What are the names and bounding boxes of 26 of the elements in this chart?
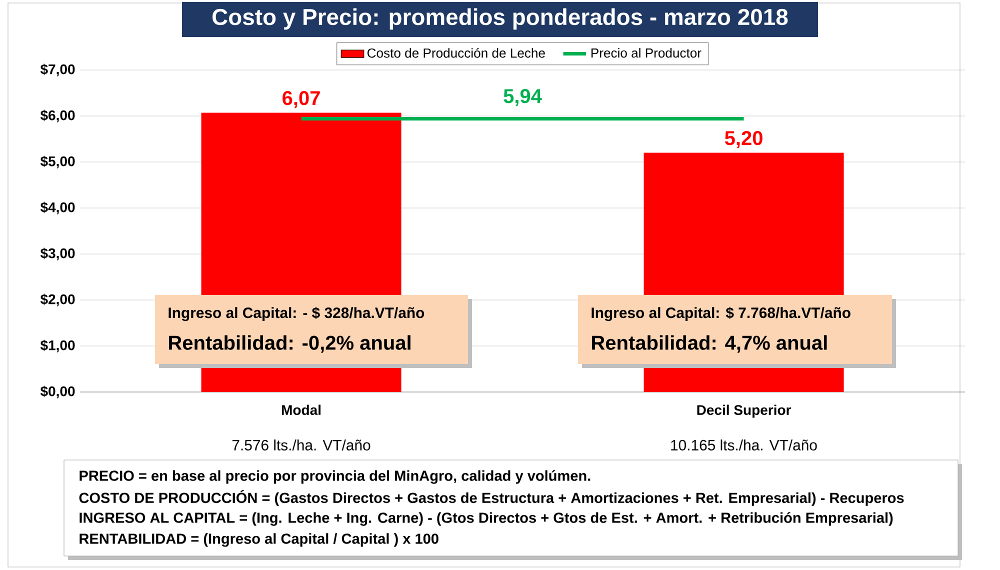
- text: RENTABILIDAD = (Ingreso al Capital / Capital ) x 100: [80, 533, 438, 547]
- y-tick-label: $4,00: [40, 202, 75, 214]
- legend-label: Costo de Producción de Leche: [368, 48, 545, 58]
- text: INGRESO AL CAPITAL = (Ing. Leche + Ing. Carne) - (Gtos Directos + Gtos de Est. + Amort. + Retribución Empresarial): [80, 512, 893, 526]
- y-tick-label: $3,00: [40, 248, 75, 260]
- data-label: 6,07: [282, 91, 320, 108]
- y-tick-label: $0,00: [40, 386, 75, 398]
- y-tick-label: $6,00: [40, 110, 75, 122]
- y-tick-label: $5,00: [40, 156, 75, 168]
- y-tick-label: $2,00: [40, 294, 75, 306]
- y-tick-label: $1,00: [40, 340, 75, 352]
- text: 10.165 lts./ha. VT/año: [671, 440, 817, 450]
- text: COSTO DE PRODUCCIÓN = (Gastos Directos + Gastos de Estructura + Amortizaciones + Ret. Empresarial) - Recuperos: [79, 490, 904, 506]
- y-tick-label: $7,00: [40, 64, 75, 76]
- x-tick-label: Decil Superior: [697, 404, 792, 418]
- text: PRECIO = en base al precio por provincia del MinAgro, calidad y volúmen.: [80, 470, 590, 484]
- annotation: Rentabilidad: -0,2% anual: [169, 335, 410, 353]
- annotation: Ingreso al Capital: $ 7.768/ha.VT/año: [592, 306, 850, 322]
- legend-label: Precio al Productor: [591, 48, 702, 58]
- chart-title: Costo y Precio: promedios ponderados - marzo 2018: [212, 8, 788, 30]
- text: 7.576 lts./ha. VT/año: [232, 440, 370, 450]
- annotation: 5,94: [504, 88, 542, 106]
- x-tick-label: Modal: [282, 404, 321, 415]
- annotation: Rentabilidad: 4,7% anual: [592, 335, 827, 353]
- data-label: 5,20: [724, 131, 762, 148]
- annotation: Ingreso al Capital: - $ 328/ha.VT/año: [168, 306, 424, 322]
